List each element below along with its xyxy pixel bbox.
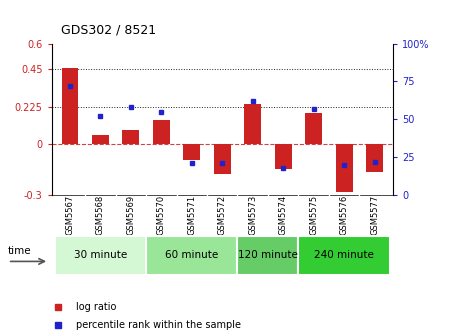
Text: GSM5568: GSM5568: [96, 195, 105, 235]
Text: 120 minute: 120 minute: [238, 250, 298, 260]
Text: 30 minute: 30 minute: [74, 250, 127, 260]
Text: GSM5576: GSM5576: [339, 195, 348, 235]
Bar: [305, 114, 322, 144]
Text: GSM5569: GSM5569: [126, 195, 135, 235]
Text: GSM5575: GSM5575: [309, 195, 318, 235]
Bar: [153, 120, 170, 144]
Bar: [299, 236, 390, 275]
Text: 60 minute: 60 minute: [165, 250, 218, 260]
Bar: [146, 236, 238, 275]
Text: percentile rank within the sample: percentile rank within the sample: [75, 320, 241, 330]
Text: GSM5572: GSM5572: [218, 195, 227, 235]
Bar: [336, 144, 352, 192]
Bar: [55, 236, 146, 275]
Text: 240 minute: 240 minute: [314, 250, 374, 260]
Text: GDS302 / 8521: GDS302 / 8521: [61, 24, 156, 37]
Bar: [92, 135, 109, 144]
Bar: [275, 144, 291, 169]
Text: GSM5571: GSM5571: [187, 195, 196, 235]
Text: GSM5570: GSM5570: [157, 195, 166, 235]
Text: GSM5567: GSM5567: [66, 195, 75, 235]
Bar: [183, 144, 200, 160]
Bar: [238, 236, 299, 275]
Text: GSM5577: GSM5577: [370, 195, 379, 235]
Bar: [214, 144, 231, 174]
Bar: [366, 144, 383, 172]
Bar: [123, 130, 139, 144]
Text: GSM5573: GSM5573: [248, 195, 257, 235]
Bar: [244, 104, 261, 144]
Text: time: time: [8, 246, 31, 256]
Bar: [62, 69, 78, 144]
Text: log ratio: log ratio: [75, 302, 116, 312]
Text: GSM5574: GSM5574: [279, 195, 288, 235]
